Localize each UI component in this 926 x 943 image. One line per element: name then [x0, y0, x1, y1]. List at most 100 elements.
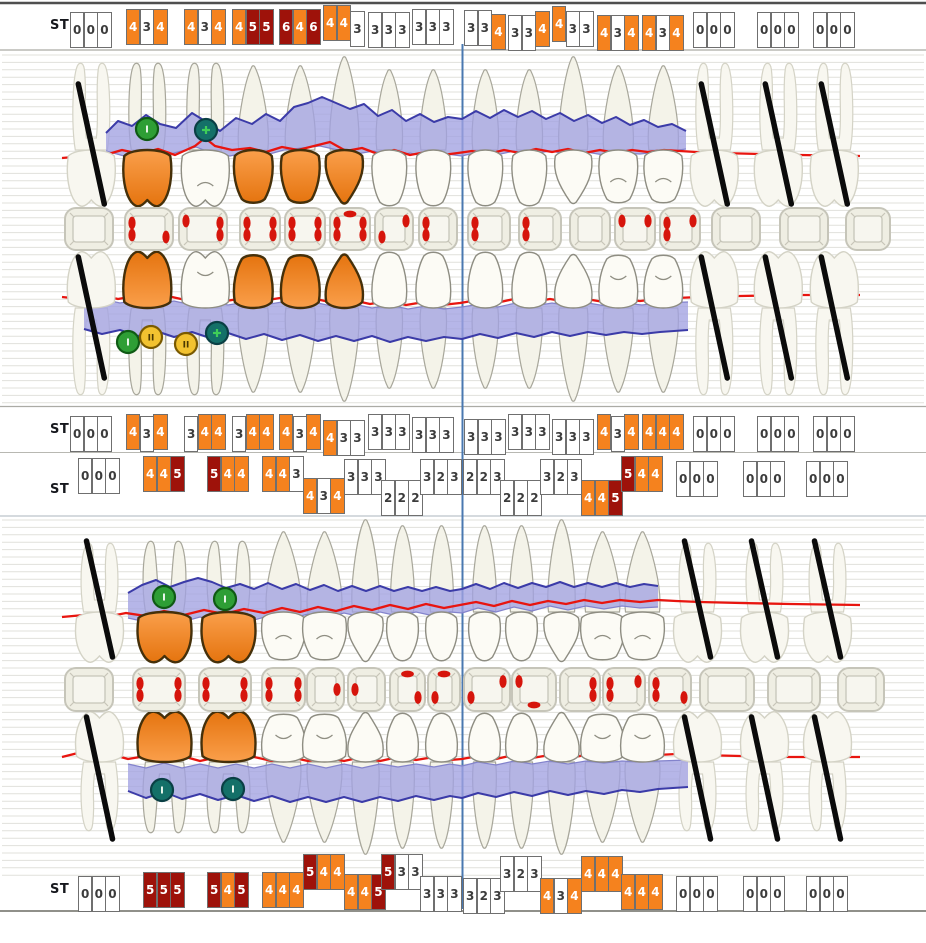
st-cell-lower-lingual-t5-s3[interactable]: 4	[330, 854, 345, 890]
crown-lower-buccal-10[interactable]	[504, 611, 539, 662]
st-cell-lower-buccal-t1-s3[interactable]: 0	[105, 458, 120, 494]
st-cell-upper-buccal-t1-s1[interactable]: 0	[70, 12, 85, 48]
occlusal-tooth-upper-occlusal-3[interactable]	[178, 207, 228, 251]
occlusal-tooth-upper-occlusal-13[interactable]	[659, 207, 701, 251]
occlusal-tooth-upper-occlusal-1[interactable]	[64, 207, 114, 251]
st-cell-upper-palatal-t10-s2[interactable]: 3	[521, 414, 536, 450]
st-cell-upper-palatal-t8-s2[interactable]: 3	[425, 417, 440, 453]
occlusal-tooth-lower-occlusal-7[interactable]	[389, 667, 426, 712]
st-cell-lower-lingual-t3-s2[interactable]: 4	[220, 872, 235, 908]
crown-lower-lingual-16[interactable]	[802, 711, 853, 763]
st-cell-upper-palatal-t14-s3[interactable]: 0	[720, 416, 735, 452]
occlusal-tooth-lower-occlusal-12[interactable]	[602, 667, 646, 712]
st-cell-upper-buccal-t12-s3[interactable]: 4	[624, 15, 639, 51]
crown-lower-buccal-12[interactable]	[579, 611, 626, 661]
st-cell-upper-palatal-t15-s1[interactable]: 0	[757, 416, 772, 452]
st-cell-lower-lingual-t2-s2[interactable]: 5	[156, 872, 171, 908]
tooth-upper-buccal-16[interactable]	[815, 62, 854, 151]
st-cell-lower-lingual-t16-s3[interactable]: 0	[833, 876, 848, 912]
st-cell-upper-buccal-t9-s1[interactable]: 3	[464, 10, 479, 46]
st-cell-lower-lingual-t11-s2[interactable]: 3	[553, 878, 568, 914]
crown-lower-buccal-4[interactable]	[260, 611, 307, 661]
st-cell-lower-buccal-t15-s3[interactable]: 0	[770, 461, 785, 497]
st-cell-lower-lingual-t6-s2[interactable]: 4	[357, 874, 372, 910]
crown-lower-buccal-3[interactable]	[200, 610, 257, 664]
st-cell-upper-palatal-t11-s1[interactable]: 3	[552, 419, 567, 455]
crown-upper-buccal-6[interactable]	[324, 148, 365, 205]
occlusal-tooth-lower-occlusal-6[interactable]	[347, 667, 386, 712]
st-cell-upper-buccal-t7-s2[interactable]: 3	[381, 12, 396, 48]
st-cell-lower-buccal-t12-s1[interactable]: 4	[581, 480, 596, 516]
st-cell-lower-buccal-t1-s1[interactable]: 0	[78, 458, 93, 494]
st-cell-upper-palatal-t1-s2[interactable]: 0	[83, 416, 98, 452]
occlusal-tooth-lower-occlusal-13[interactable]	[648, 667, 692, 712]
st-cell-upper-buccal-t12-s1[interactable]: 4	[597, 15, 612, 51]
st-cell-upper-buccal-t14-s1[interactable]: 0	[693, 12, 708, 48]
st-cell-lower-buccal-t8-s2[interactable]: 2	[433, 459, 448, 495]
st-cell-upper-buccal-t5-s3[interactable]: 6	[306, 9, 321, 45]
crown-upper-palatal-3[interactable]	[180, 251, 231, 309]
st-cell-upper-buccal-t11-s3[interactable]: 3	[579, 11, 594, 47]
st-cell-lower-lingual-t7-s1[interactable]: 5	[381, 854, 396, 890]
occlusal-tooth-lower-occlusal-2[interactable]	[132, 667, 186, 712]
crown-lower-buccal-9[interactable]	[467, 611, 502, 662]
st-cell-upper-palatal-t12-s2[interactable]: 3	[610, 416, 625, 452]
st-cell-lower-lingual-t2-s3[interactable]: 5	[170, 872, 185, 908]
st-cell-upper-palatal-t13-s2[interactable]: 4	[655, 414, 670, 450]
crown-upper-palatal-4[interactable]	[232, 254, 274, 310]
st-cell-lower-buccal-t10-s3[interactable]: 2	[527, 480, 542, 516]
occlusal-tooth-upper-occlusal-16[interactable]	[845, 207, 891, 251]
st-cell-lower-buccal-t3-s2[interactable]: 4	[220, 456, 235, 492]
st-cell-upper-palatal-t16-s2[interactable]: 0	[826, 416, 841, 452]
st-cell-upper-buccal-t16-s1[interactable]: 0	[813, 12, 828, 48]
st-cell-lower-lingual-t4-s2[interactable]: 4	[275, 872, 290, 908]
st-cell-lower-lingual-t7-s2[interactable]: 3	[394, 854, 409, 890]
crown-upper-palatal-2[interactable]	[122, 250, 173, 310]
st-cell-lower-lingual-t13-s3[interactable]: 4	[648, 874, 663, 910]
crown-lower-lingual-3[interactable]	[200, 710, 257, 764]
st-cell-upper-palatal-t6-s2[interactable]: 3	[336, 420, 351, 456]
furcation-marker-green_I[interactable]: I	[134, 116, 160, 142]
st-cell-lower-buccal-t7-s2[interactable]: 2	[394, 480, 409, 516]
crown-lower-lingual-1[interactable]	[74, 711, 125, 763]
st-cell-upper-buccal-t6-s3[interactable]: 3	[350, 11, 365, 47]
st-cell-upper-palatal-t6-s3[interactable]: 3	[350, 420, 365, 456]
st-cell-upper-palatal-t12-s3[interactable]: 4	[624, 414, 639, 450]
crown-upper-buccal-12[interactable]	[598, 149, 639, 204]
st-cell-upper-palatal-t13-s3[interactable]: 4	[669, 414, 684, 450]
crown-upper-buccal-4[interactable]	[232, 148, 274, 204]
st-cell-upper-palatal-t3-s2[interactable]: 4	[197, 414, 212, 450]
st-cell-lower-lingual-t6-s1[interactable]: 4	[344, 874, 359, 910]
st-cell-upper-palatal-t5-s3[interactable]: 4	[306, 414, 321, 450]
occlusal-tooth-lower-occlusal-9[interactable]	[463, 667, 511, 712]
st-cell-lower-buccal-t10-s2[interactable]: 2	[513, 480, 528, 516]
occlusal-tooth-upper-occlusal-10[interactable]	[518, 207, 562, 251]
occlusal-tooth-lower-occlusal-4[interactable]	[261, 667, 306, 712]
st-cell-lower-lingual-t13-s1[interactable]: 4	[621, 874, 636, 910]
st-cell-lower-buccal-t1-s2[interactable]: 0	[91, 458, 106, 494]
st-cell-lower-lingual-t5-s1[interactable]: 5	[303, 854, 318, 890]
st-cell-upper-buccal-t1-s2[interactable]: 0	[83, 12, 98, 48]
st-cell-upper-buccal-t3-s1[interactable]: 4	[184, 9, 199, 45]
crown-lower-buccal-16[interactable]	[802, 611, 853, 663]
crown-lower-buccal-7[interactable]	[385, 611, 420, 662]
crown-upper-buccal-8[interactable]	[415, 149, 452, 207]
st-cell-upper-palatal-t4-s1[interactable]: 3	[232, 416, 247, 452]
st-cell-lower-buccal-t2-s2[interactable]: 4	[156, 456, 171, 492]
st-cell-lower-buccal-t5-s3[interactable]: 4	[330, 478, 345, 514]
st-cell-upper-buccal-t15-s2[interactable]: 0	[770, 12, 785, 48]
st-cell-lower-lingual-t16-s2[interactable]: 0	[819, 876, 834, 912]
st-cell-upper-palatal-t15-s3[interactable]: 0	[784, 416, 799, 452]
st-cell-upper-buccal-t2-s2[interactable]: 3	[139, 9, 154, 45]
st-cell-upper-palatal-t16-s1[interactable]: 0	[813, 416, 828, 452]
st-cell-upper-palatal-t7-s3[interactable]: 3	[395, 414, 410, 450]
st-cell-upper-palatal-t10-s1[interactable]: 3	[508, 414, 523, 450]
st-cell-upper-buccal-t3-s3[interactable]: 4	[211, 9, 226, 45]
st-cell-upper-buccal-t8-s3[interactable]: 3	[439, 9, 454, 45]
crown-lower-buccal-15[interactable]	[739, 611, 790, 663]
crown-lower-buccal-11[interactable]	[543, 611, 580, 663]
st-cell-lower-lingual-t13-s2[interactable]: 4	[634, 874, 649, 910]
crown-upper-palatal-11[interactable]	[553, 253, 593, 309]
st-cell-upper-buccal-t7-s1[interactable]: 3	[368, 12, 383, 48]
st-cell-upper-palatal-t2-s2[interactable]: 3	[139, 416, 154, 452]
